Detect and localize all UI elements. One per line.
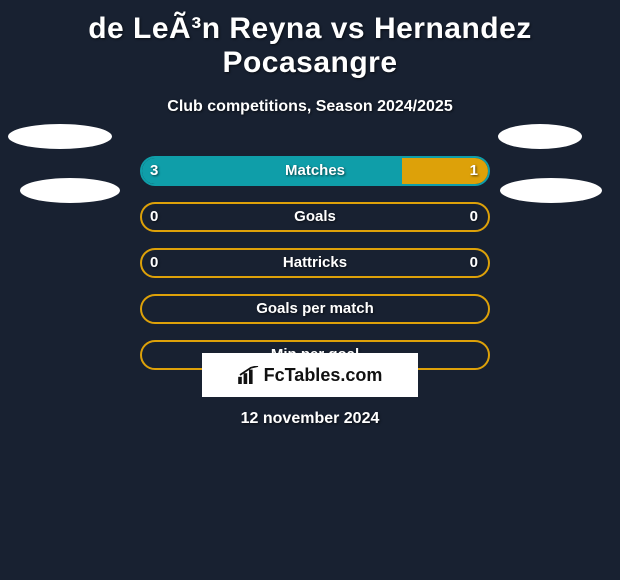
brand-chart-icon bbox=[238, 366, 260, 384]
bar-track bbox=[140, 156, 490, 186]
page-title: de LeÃ³n Reyna vs Hernandez Pocasangre bbox=[0, 0, 620, 80]
comparison-row: Hattricks00 bbox=[0, 248, 620, 294]
generation-date: 12 november 2024 bbox=[0, 410, 620, 428]
value-left: 0 bbox=[150, 248, 158, 278]
placeholder-ellipse bbox=[8, 124, 112, 149]
page-subtitle: Club competitions, Season 2024/2025 bbox=[0, 98, 620, 116]
value-right: 1 bbox=[470, 156, 478, 186]
bar-track bbox=[140, 202, 490, 232]
bar-track bbox=[140, 294, 490, 324]
value-right: 0 bbox=[470, 202, 478, 232]
brand-label: FcTables.com bbox=[264, 365, 383, 386]
placeholder-ellipse bbox=[498, 124, 582, 149]
bar-track bbox=[140, 248, 490, 278]
bar-fill-left bbox=[142, 158, 402, 184]
value-left: 3 bbox=[150, 156, 158, 186]
comparison-row: Goals00 bbox=[0, 202, 620, 248]
placeholder-ellipse bbox=[20, 178, 120, 203]
placeholder-ellipse bbox=[500, 178, 602, 203]
value-right: 0 bbox=[470, 248, 478, 278]
brand-box: FcTables.com bbox=[202, 353, 418, 397]
value-left: 0 bbox=[150, 202, 158, 232]
comparison-row: Goals per match bbox=[0, 294, 620, 340]
